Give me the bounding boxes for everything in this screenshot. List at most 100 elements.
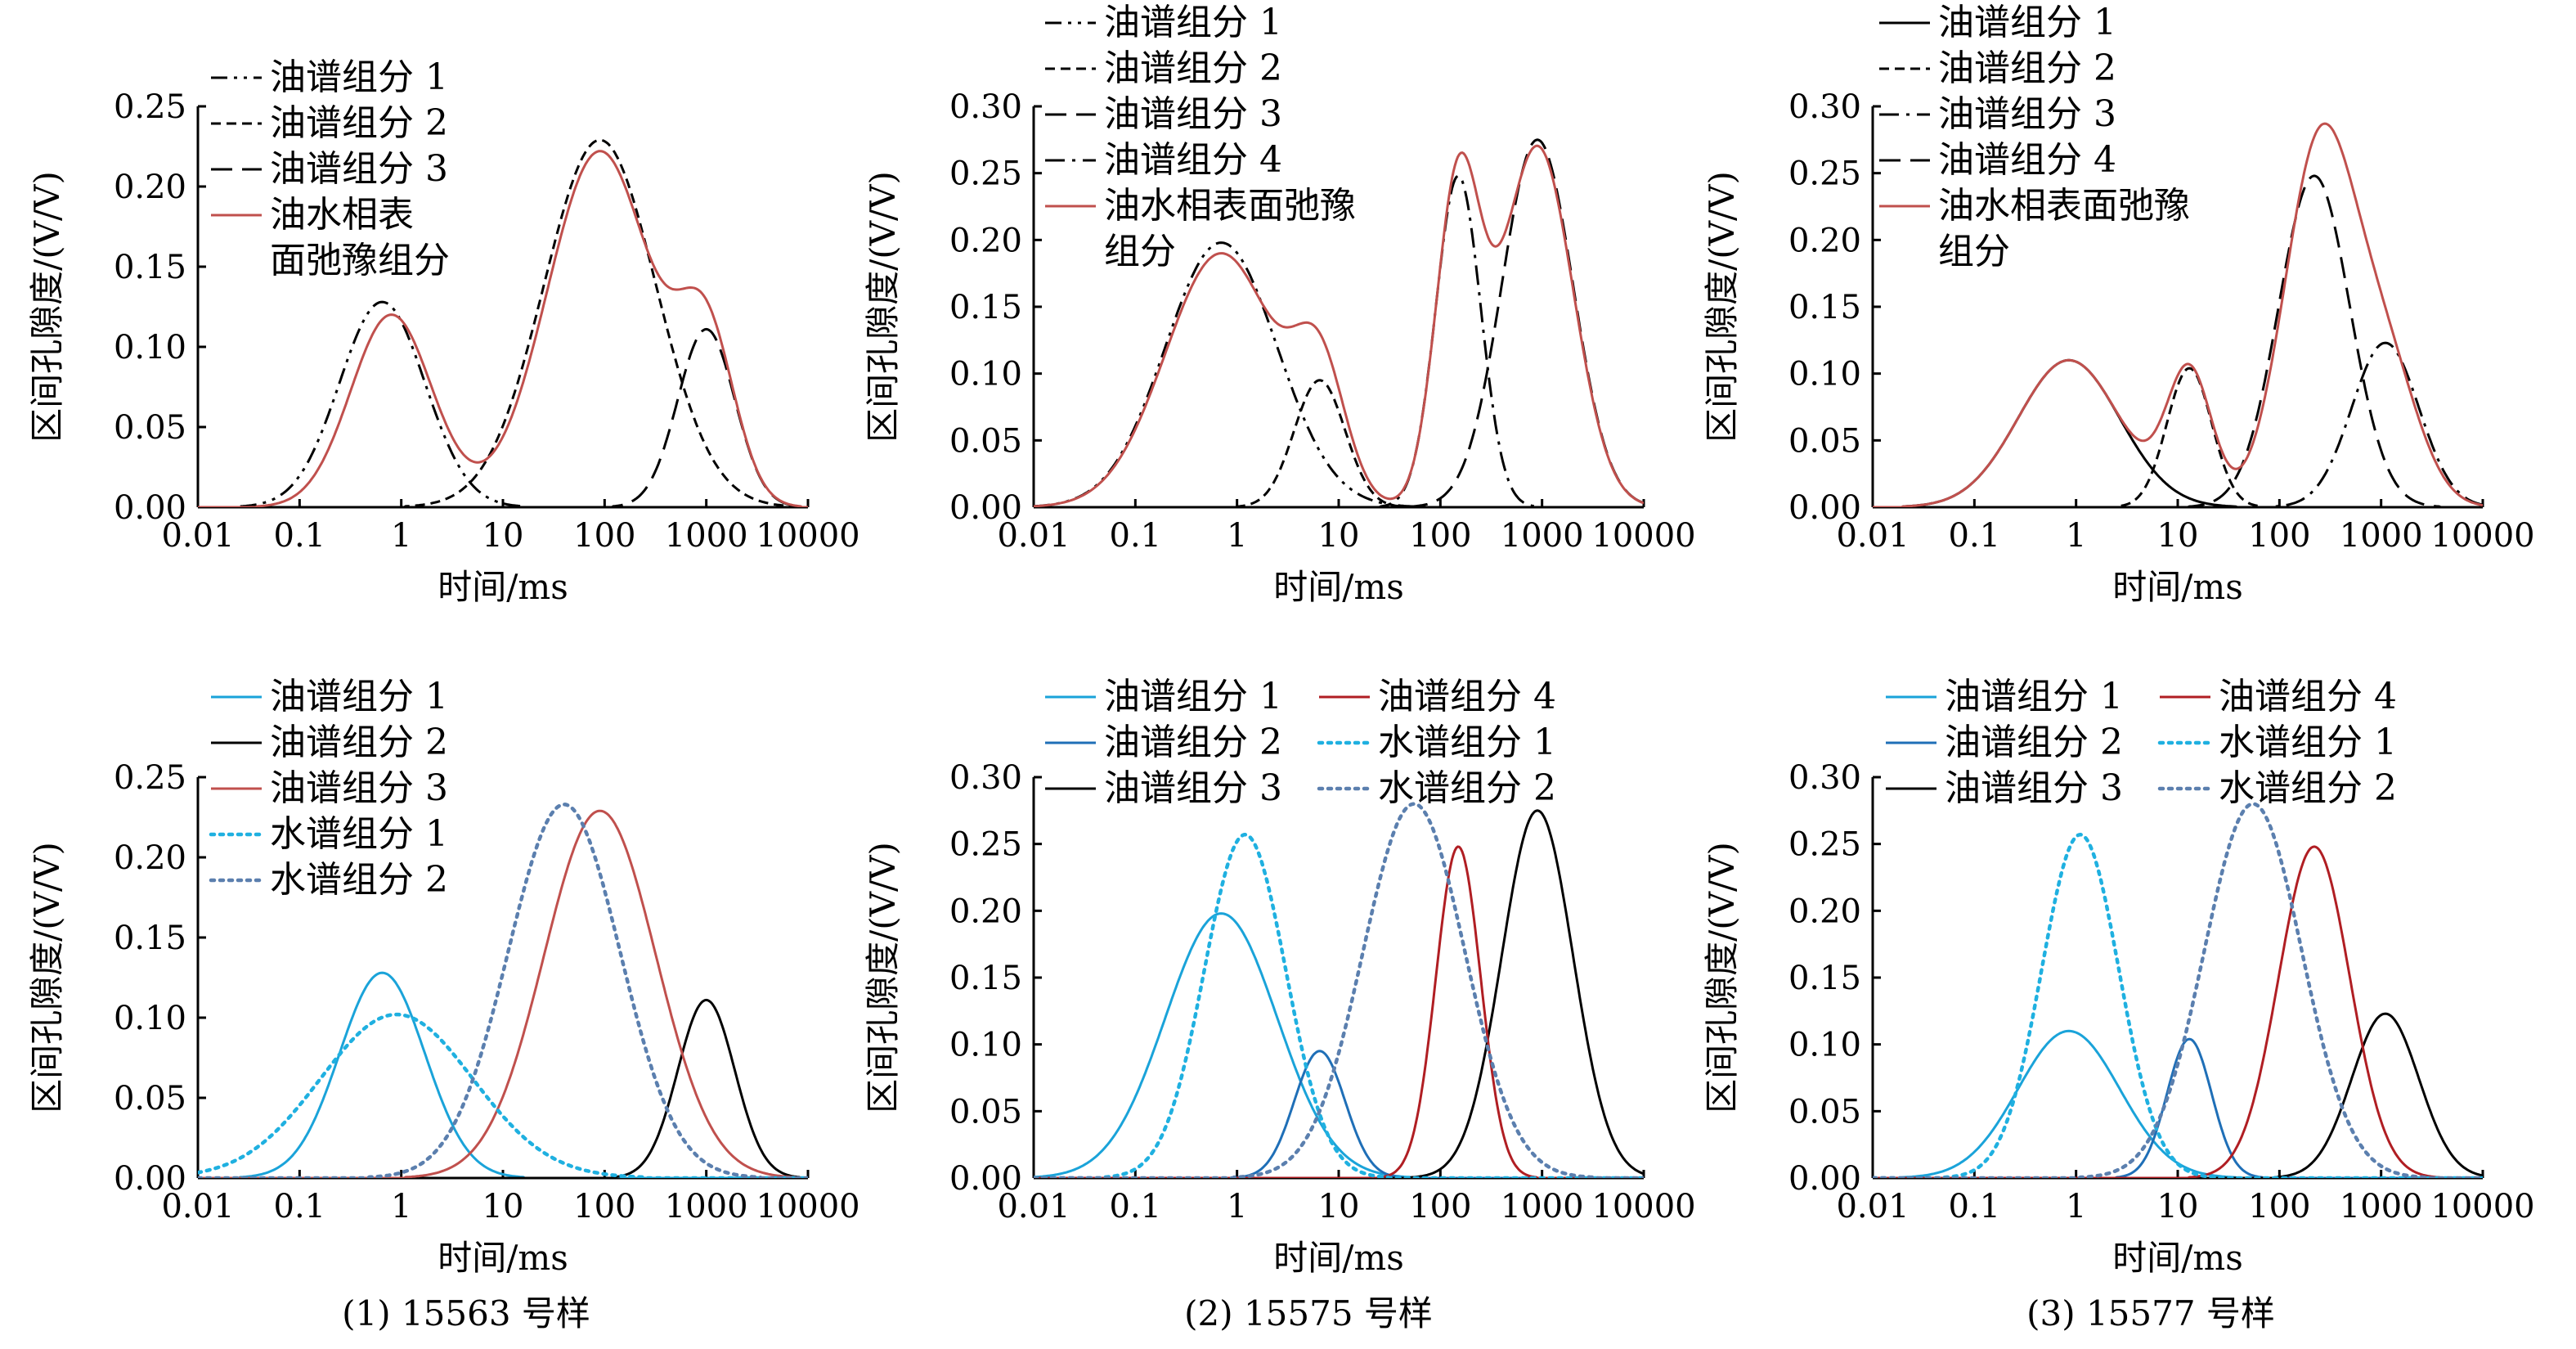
series-line-1 xyxy=(1034,241,1644,507)
x-axis-title: 时间/ms xyxy=(438,567,568,607)
x-tick-label: 100 xyxy=(573,1188,635,1225)
y-axis-title: 区间孔隙度/(V/V) xyxy=(1702,171,1742,443)
y-tick-label: 0.00 xyxy=(1788,1160,1861,1198)
y-tick-label: 0.05 xyxy=(949,1093,1022,1131)
x-tick-label: 1000 xyxy=(2340,1188,2423,1225)
chart-bottom-2: 0.01 0.1 1 10 100 1000 10000 0.00 0.05 0.10 0.15 0.… xyxy=(863,676,1696,1278)
y-tick-label: 0.25 xyxy=(949,155,1022,193)
chart-bottom-3: 0.01 0.1 1 10 100 1000 10000 0.00 0.05 0.10 0.15 0.… xyxy=(1702,676,2535,1278)
legend-label: 油谱组分 1 xyxy=(270,56,448,98)
x-tick-label: 10000 xyxy=(756,517,859,555)
y-tick-label: 0.25 xyxy=(114,88,186,126)
y-tick-label: 0.00 xyxy=(1788,489,1861,527)
y-axis-title: 区间孔隙度/(V/V) xyxy=(863,171,903,443)
x-tick-label: 10000 xyxy=(756,1188,859,1225)
y-tick-label: 0.15 xyxy=(949,289,1022,326)
x-tick-label: 0.1 xyxy=(1949,1188,2001,1225)
series-line-4 xyxy=(1034,845,1644,1178)
x-tick-label: 1000 xyxy=(665,517,748,555)
series-line-6 xyxy=(1034,802,1644,1178)
x-tick-label: 0.1 xyxy=(1110,1188,1162,1225)
y-tick-label: 0.20 xyxy=(949,893,1022,930)
series-line-5 xyxy=(1034,833,1644,1178)
x-axis-title: 时间/ms xyxy=(2112,1238,2243,1278)
legend-label: 水谱组分 1 xyxy=(270,813,448,855)
legend-label-continued: 面弛豫组分 xyxy=(270,240,450,281)
legend-label: 水谱组分 2 xyxy=(2219,767,2397,809)
series-line-3 xyxy=(1873,341,2483,507)
series-line-5 xyxy=(1873,832,2483,1178)
x-tick-label: 100 xyxy=(1409,517,1471,555)
y-tick-label: 0.00 xyxy=(949,489,1022,527)
series-line-3 xyxy=(1034,809,1644,1178)
x-tick-label: 1000 xyxy=(2340,517,2423,555)
x-tick-label: 1 xyxy=(2066,1188,2086,1225)
x-tick-label: 1000 xyxy=(1501,517,1584,555)
y-tick-label: 0.20 xyxy=(1788,893,1861,930)
legend-label: 油谱组分 4 xyxy=(1938,139,2116,181)
x-tick-label: 1000 xyxy=(1501,1188,1584,1225)
legend-label: 水谱组分 1 xyxy=(2219,722,2397,763)
x-axis-title: 时间/ms xyxy=(2112,567,2243,607)
legend-label: 水谱组分 1 xyxy=(1378,722,1556,763)
y-tick-label: 0.05 xyxy=(114,409,186,447)
y-tick-label: 0.10 xyxy=(1788,356,1861,393)
y-axis-title: 区间孔隙度/(V/V) xyxy=(27,842,67,1113)
y-tick-label: 0.15 xyxy=(949,960,1022,997)
y-tick-label: 0.10 xyxy=(949,1027,1022,1064)
x-axis-title: 时间/ms xyxy=(1273,1238,1404,1278)
caption-sample-2: (2) 15575 号样 xyxy=(1184,1293,1433,1333)
y-tick-label: 0.30 xyxy=(1788,88,1861,126)
legend-label: 油谱组分 3 xyxy=(1945,767,2123,809)
x-tick-label: 10000 xyxy=(2430,1188,2534,1225)
x-tick-label: 10 xyxy=(482,1188,524,1225)
chart-top-3: 0.01 0.1 1 10 100 1000 10000 0.00 0.05 0.10 0.15 0.… xyxy=(1702,2,2535,607)
y-tick-label: 0.05 xyxy=(949,422,1022,460)
y-tick-label: 0.10 xyxy=(1788,1027,1861,1064)
legend-label: 油水相表 xyxy=(270,194,414,236)
y-tick-label: 0.20 xyxy=(114,839,186,877)
series-line-1 xyxy=(198,300,808,507)
legend-label: 油谱组分 3 xyxy=(1938,93,2116,135)
x-tick-label: 10 xyxy=(482,517,524,555)
x-tick-label: 0.01 xyxy=(1836,517,1909,555)
x-tick-label: 1 xyxy=(391,1188,411,1225)
y-tick-label: 0.30 xyxy=(949,88,1022,126)
legend-label: 油谱组分 4 xyxy=(2219,676,2397,717)
x-tick-label: 10 xyxy=(1318,1188,1360,1225)
y-tick-label: 0.05 xyxy=(1788,1093,1861,1131)
x-tick-label: 0.1 xyxy=(1949,517,2001,555)
series-line-4 xyxy=(1873,845,2483,1178)
legend-label: 水谱组分 2 xyxy=(270,859,448,901)
x-tick-label: 0.1 xyxy=(274,1188,326,1225)
series-line-3 xyxy=(198,809,808,1178)
legend-label: 油谱组分 3 xyxy=(270,148,448,190)
legend-label: 油谱组分 3 xyxy=(1104,767,1282,809)
legend-label: 油谱组分 1 xyxy=(1104,2,1282,43)
legend-label: 油谱组分 4 xyxy=(1104,139,1282,181)
x-tick-label: 0.01 xyxy=(1836,1188,1909,1225)
y-tick-label: 0.20 xyxy=(949,222,1022,259)
y-tick-label: 0.25 xyxy=(1788,826,1861,864)
chart-panels: 0.01 0.1 1 10 100 1000 100000.000.050.100.150.… xyxy=(27,2,2535,1278)
series-line-5 xyxy=(1034,144,1644,507)
y-tick-label: 0.00 xyxy=(114,1160,186,1198)
y-tick-label: 0.15 xyxy=(1788,960,1861,997)
x-tick-label: 10 xyxy=(2157,1188,2199,1225)
y-tick-label: 0.15 xyxy=(114,920,186,957)
legend-label: 水谱组分 2 xyxy=(1378,767,1556,809)
series-line-6 xyxy=(1873,802,2483,1178)
y-axis-title: 区间孔隙度/(V/V) xyxy=(27,171,67,443)
series-line-2 xyxy=(1873,1037,2483,1178)
chart-bottom-1: 0.01 0.1 1 10 100 1000 10000 0.00 0.05 0.10 0.15 0.… xyxy=(27,676,860,1278)
y-tick-label: 0.20 xyxy=(1788,222,1861,259)
x-tick-label: 0.1 xyxy=(274,517,326,555)
y-axis-title: 区间孔隙度/(V/V) xyxy=(863,842,903,1113)
y-tick-label: 0.10 xyxy=(949,356,1022,393)
